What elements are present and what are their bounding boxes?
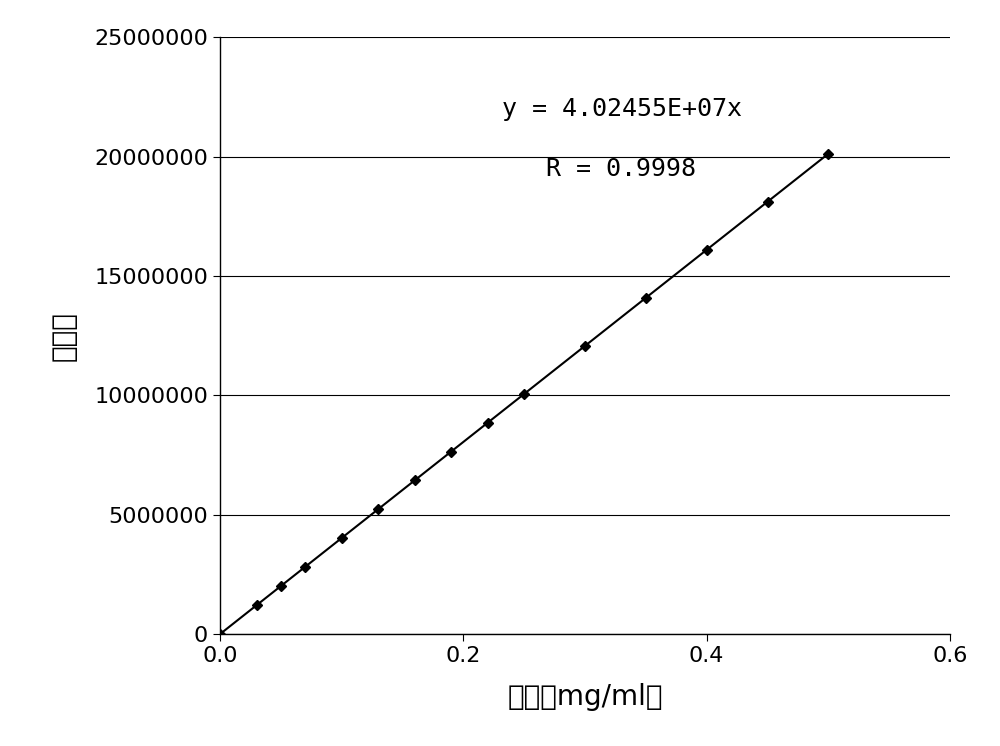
Text: R = 0.9998: R = 0.9998 [546,157,696,181]
Y-axis label: 峰面积: 峰面积 [50,311,78,360]
Text: y = 4.02455E+07x: y = 4.02455E+07x [502,97,742,121]
X-axis label: 浓度（mg/ml）: 浓度（mg/ml） [507,683,663,711]
